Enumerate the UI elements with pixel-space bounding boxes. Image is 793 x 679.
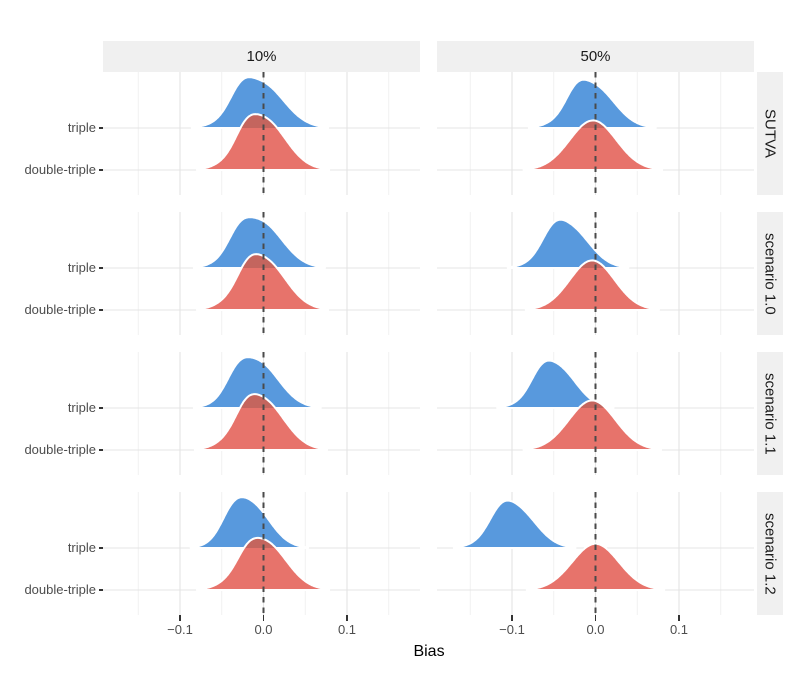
- facet-row-strip-scenario-1-2: scenario 1.2: [757, 492, 783, 615]
- density-ridge-double-triple: [525, 260, 659, 310]
- density-ridge-double-triple: [523, 120, 663, 170]
- y-axis-tick: [99, 169, 103, 171]
- y-axis-tick: [99, 127, 103, 129]
- y-axis-tick: [99, 547, 103, 549]
- density-ridge-double-triple: [523, 400, 661, 450]
- density-ridge-double-triple-outline: [193, 393, 328, 451]
- y-axis-tick: [99, 267, 103, 269]
- facet-column-strip-10pct: 10%: [103, 41, 420, 72]
- facet-row-strip-sutva: SUTVA: [757, 72, 783, 195]
- density-ridge-triple: [189, 496, 309, 549]
- y-axis-label-triple: triple: [67, 400, 96, 415]
- ridge-overlap-region: [241, 114, 277, 128]
- facet-row-strip-label: scenario 1.2: [761, 512, 779, 595]
- x-axis-tick: [262, 615, 265, 621]
- y-axis-label-triple: triple: [67, 120, 96, 135]
- facet-column-strip-label: 10%: [246, 48, 277, 65]
- facet-row-strip-label: scenario 1.0: [761, 232, 779, 315]
- facet-panel-SUTVA-10%: [103, 72, 420, 195]
- x-axis-tick-label: 0.1: [669, 622, 689, 637]
- y-axis-label-triple: triple: [67, 540, 96, 555]
- facet-panel-scenario-1-1-50%: [437, 352, 754, 475]
- facet-panel-scenario-1-2-50%: [437, 492, 754, 615]
- density-ridge-triple: [527, 78, 657, 129]
- facet-panel-scenario-1-0-10%: [103, 212, 420, 335]
- density-ridge-double-triple-outline: [524, 259, 660, 311]
- x-axis-tick-label: −0.1: [167, 622, 193, 637]
- y-axis-label-double-triple: double-triple: [24, 302, 96, 317]
- facet-panel-scenario-1-2-10%: [103, 492, 420, 615]
- y-axis-label-triple: triple: [67, 260, 96, 275]
- density-ridge-double-triple: [197, 254, 329, 310]
- y-axis-tick: [99, 309, 103, 311]
- facet-column-strip-label: 50%: [580, 48, 611, 65]
- y-axis-tick: [99, 407, 103, 409]
- ridge-overlap-region: [242, 254, 277, 268]
- density-ridge-triple: [452, 499, 577, 549]
- density-ridge-double-triple-outline: [525, 542, 666, 591]
- x-axis-tick: [346, 615, 348, 621]
- y-axis-label-double-triple: double-triple: [24, 582, 96, 597]
- x-axis-tick: [179, 615, 181, 621]
- x-axis-tick: [594, 615, 597, 621]
- density-ridge-double-triple: [194, 394, 327, 450]
- facet-row-strip-scenario-1-1: scenario 1.1: [757, 352, 783, 475]
- density-ridge-triple: [192, 356, 322, 409]
- density-ridge-double-triple-outline: [522, 119, 664, 171]
- facet-panel-scenario-1-0-50%: [437, 212, 754, 335]
- y-axis-tick: [99, 589, 103, 591]
- density-ridge-double-triple-outline: [522, 399, 662, 451]
- x-axis-tick-label: 0.0: [254, 622, 273, 637]
- density-ridge-double-triple: [197, 537, 330, 590]
- facet-column-strip-50pct: 50%: [437, 41, 754, 72]
- x-axis-tick-label: 0.0: [586, 622, 605, 637]
- density-ridge-triple: [192, 216, 326, 269]
- density-ridge-triple: [506, 218, 630, 269]
- y-axis-label-double-triple: double-triple: [24, 162, 96, 177]
- x-axis-tick: [511, 615, 513, 621]
- y-axis-label-double-triple: double-triple: [24, 442, 96, 457]
- ridge-overlap-region: [240, 394, 276, 408]
- x-axis-tick-label: −0.1: [499, 622, 525, 637]
- facet-panel-SUTVA-50%: [437, 72, 754, 195]
- y-axis-tick: [99, 449, 103, 451]
- x-axis-tick-label: 0.1: [337, 622, 357, 637]
- x-axis-title: Bias: [413, 643, 445, 660]
- facet-panel-scenario-1-1-10%: [103, 352, 420, 475]
- facet-row-strip-scenario-1-0: scenario 1.0: [757, 212, 783, 335]
- facet-row-strip-label: scenario 1.1: [761, 372, 779, 455]
- facet-row-strip-label: SUTVA: [761, 109, 779, 158]
- density-ridge-double-triple: [197, 114, 330, 170]
- x-axis-tick: [678, 615, 680, 621]
- density-ridge-triple: [190, 76, 330, 129]
